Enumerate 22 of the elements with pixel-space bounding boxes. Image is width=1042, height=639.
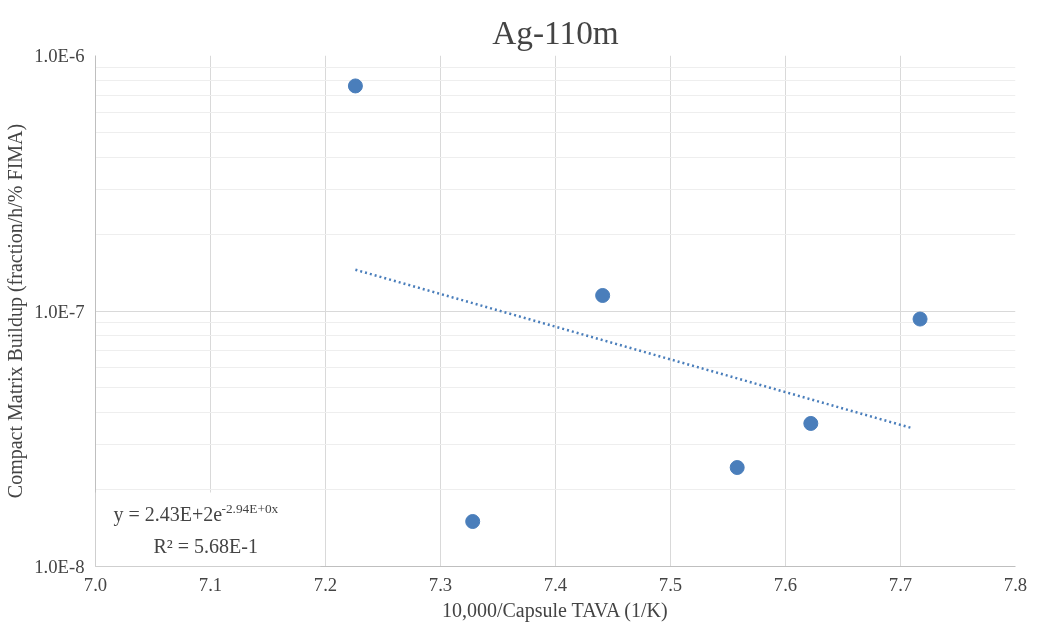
annotation: R² = 5.68E-1	[153, 534, 258, 557]
x-tick-label: 7.1	[198, 573, 223, 595]
x-tick-label: 7.6	[773, 573, 798, 595]
point	[465, 514, 481, 529]
x-tick-label: 7.4	[543, 573, 568, 595]
y-tick-label: 1.0E-7	[34, 300, 85, 322]
x-tick-label: 7.3	[428, 573, 453, 595]
y-axis-title: Compact Matrix Buildup (fraction/h/% FIMA)	[4, 123, 28, 499]
point	[347, 78, 363, 94]
point	[595, 288, 611, 303]
y-tick-label: 1.0E-6	[34, 45, 85, 66]
point	[729, 460, 745, 476]
point	[803, 415, 819, 431]
x-tick-label: 7.0	[83, 573, 108, 595]
x-axis-title: 10,000/Capsule TAVA (1/K)	[441, 598, 668, 622]
x-tick-label: 7.2	[313, 573, 338, 595]
x-tick-label: 7.8	[1003, 573, 1028, 595]
y-tick-label: 1.0E-8	[34, 556, 85, 577]
point	[912, 311, 928, 327]
chart-title: Ag-110m	[492, 13, 619, 51]
x-tick-label: 7.7	[888, 573, 913, 595]
x-tick-label: 7.5	[658, 573, 683, 595]
